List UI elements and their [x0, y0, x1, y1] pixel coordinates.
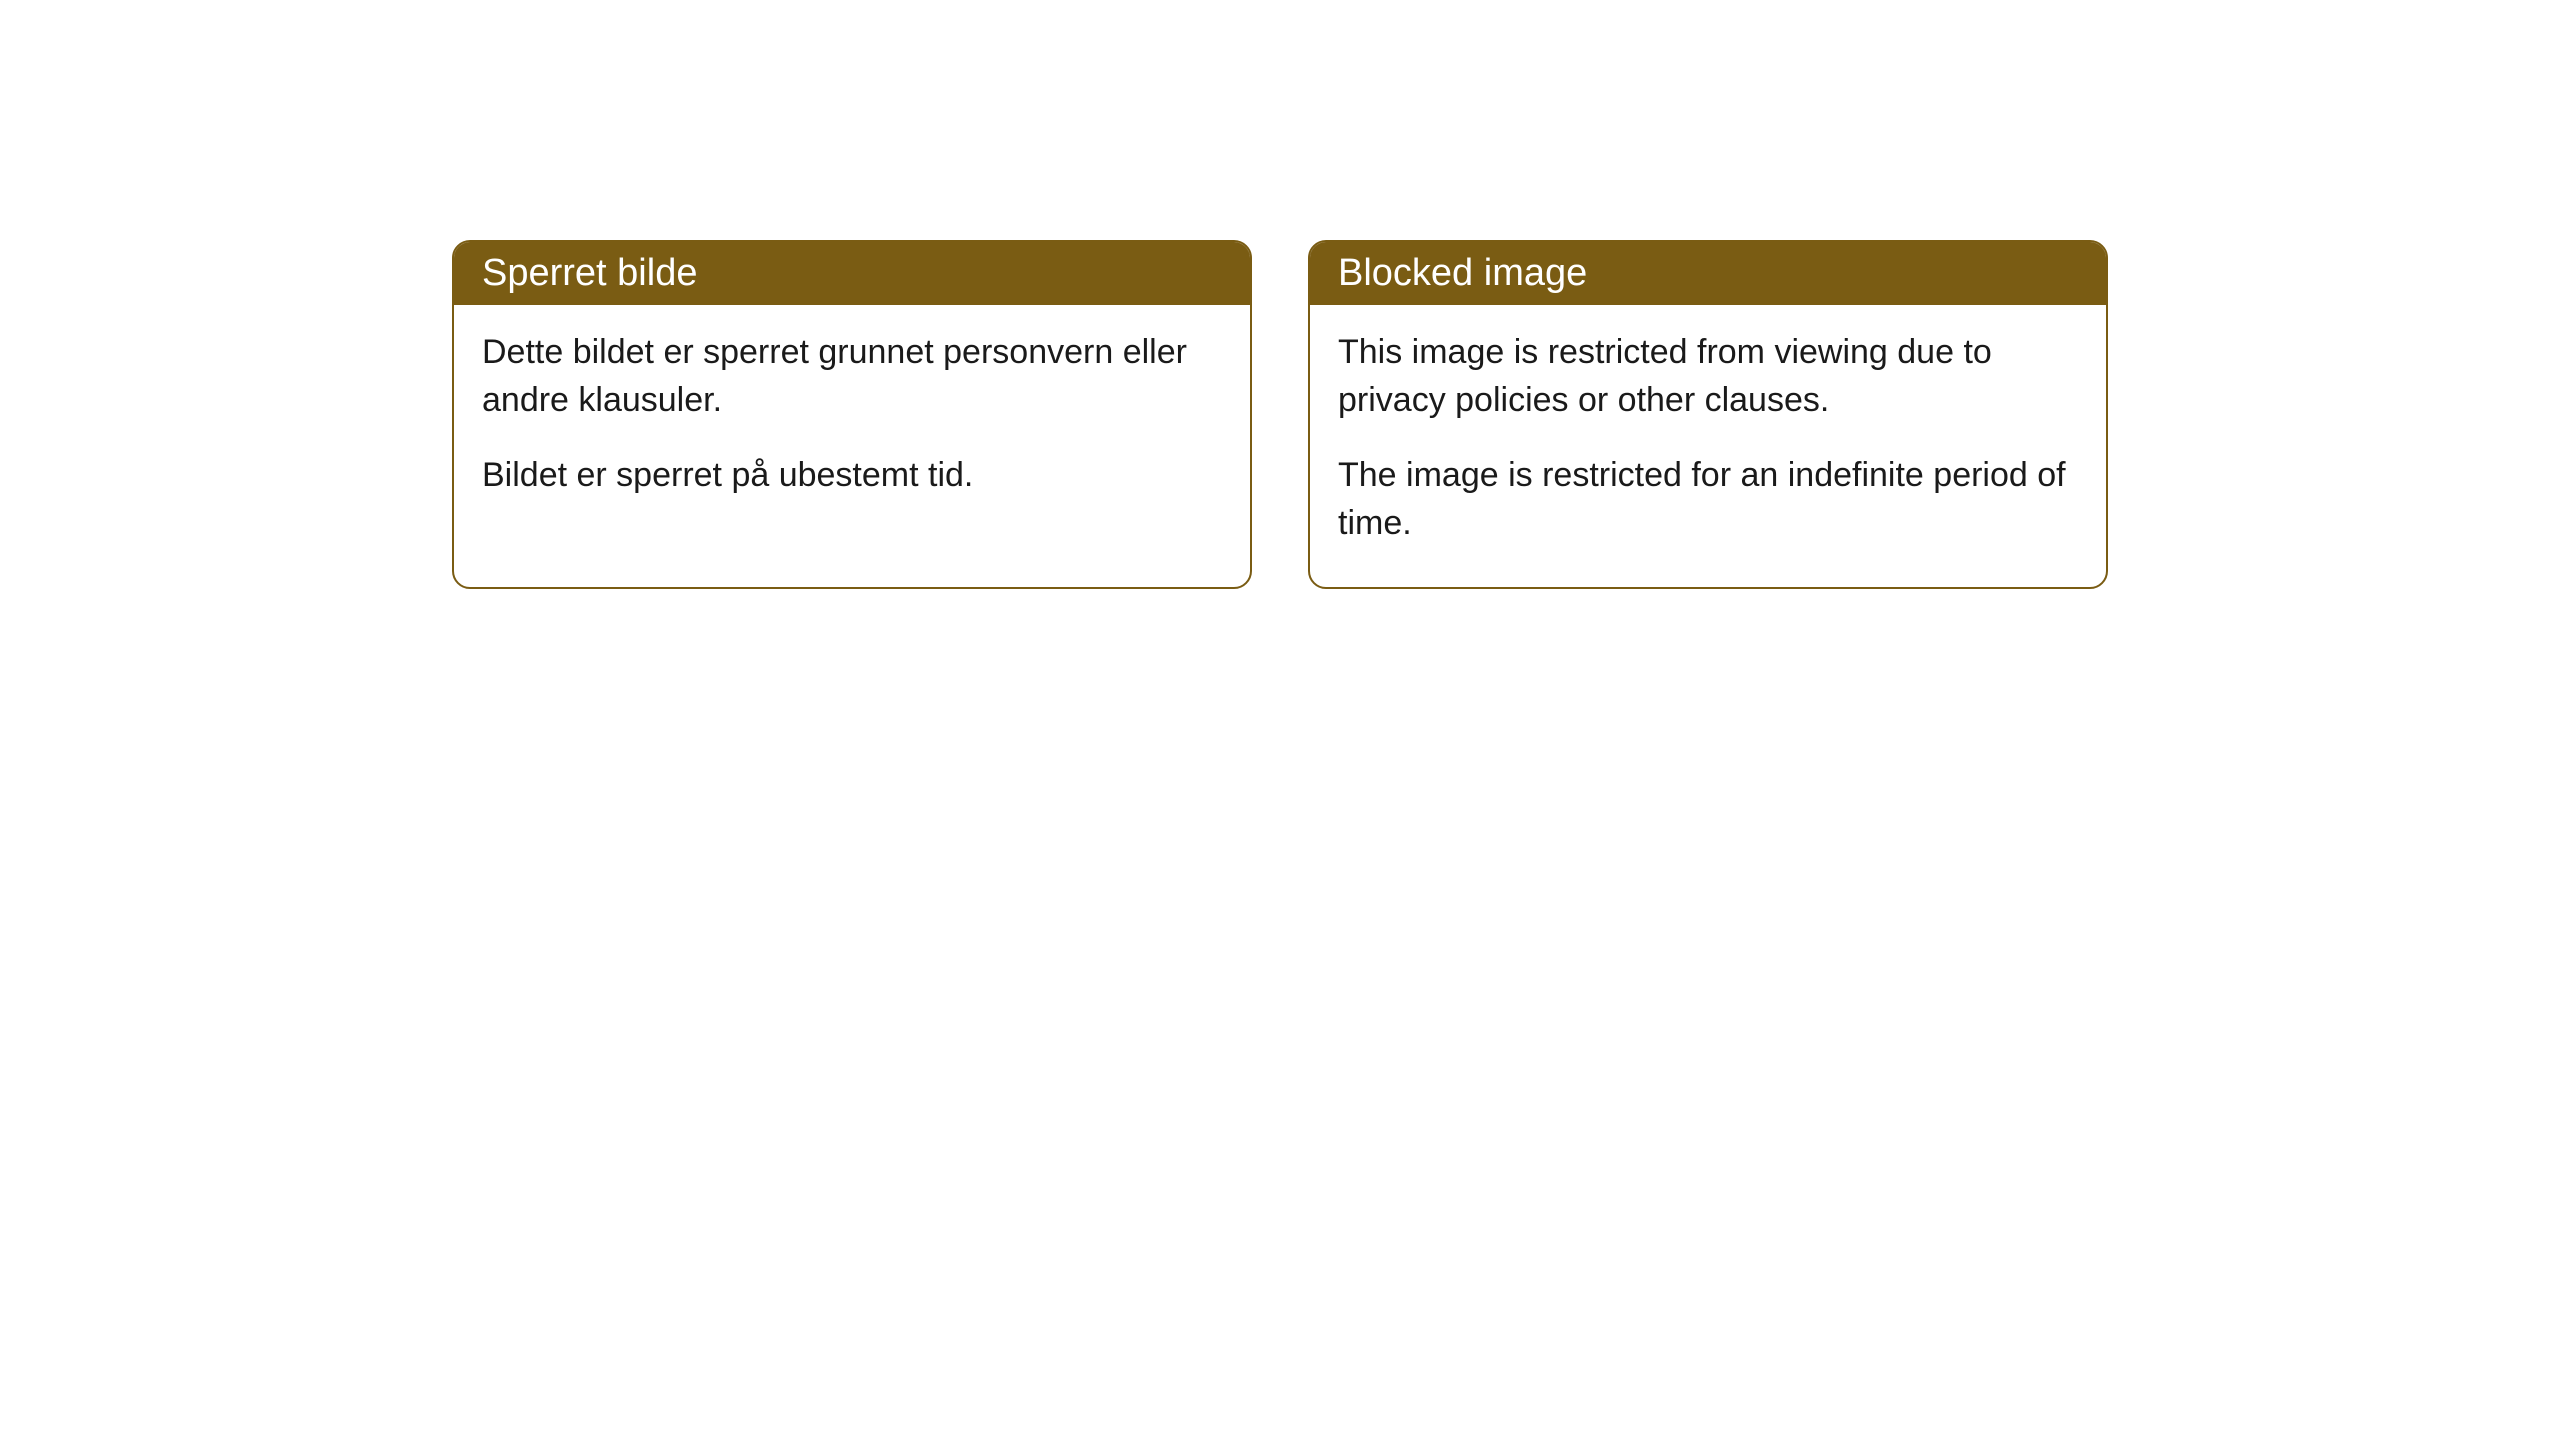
card-paragraph: This image is restricted from viewing du… [1338, 329, 2078, 424]
blocked-image-card-norwegian: Sperret bilde Dette bildet er sperret gr… [452, 240, 1252, 589]
card-header-norwegian: Sperret bilde [454, 242, 1250, 305]
cards-container: Sperret bilde Dette bildet er sperret gr… [0, 240, 2560, 589]
card-paragraph: Dette bildet er sperret grunnet personve… [482, 329, 1222, 424]
card-title: Blocked image [1338, 252, 1587, 294]
card-paragraph: Bildet er sperret på ubestemt tid. [482, 452, 1222, 500]
card-title: Sperret bilde [482, 252, 697, 294]
card-paragraph: The image is restricted for an indefinit… [1338, 452, 2078, 547]
card-body-english: This image is restricted from viewing du… [1310, 305, 2106, 587]
card-body-norwegian: Dette bildet er sperret grunnet personve… [454, 305, 1250, 540]
card-header-english: Blocked image [1310, 242, 2106, 305]
blocked-image-card-english: Blocked image This image is restricted f… [1308, 240, 2108, 589]
